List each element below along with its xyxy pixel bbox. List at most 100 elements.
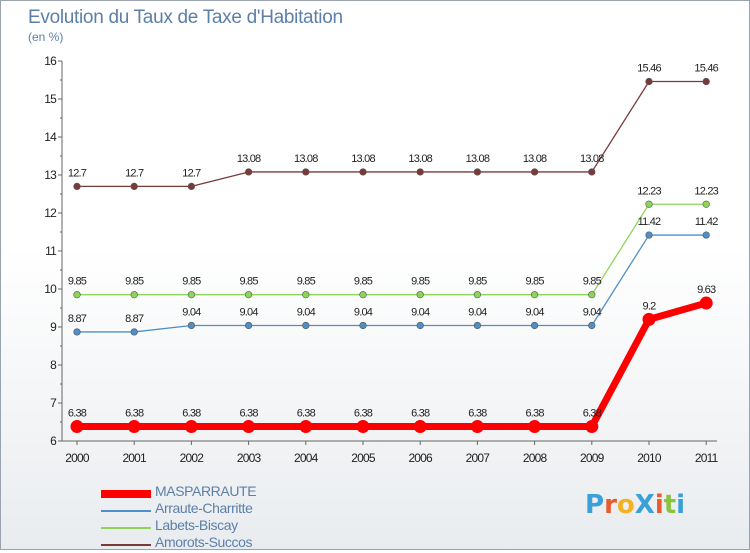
data-point — [245, 291, 253, 299]
legend-label: MASPARRAUTE — [155, 483, 257, 499]
legend-swatch — [101, 510, 151, 512]
data-label: 9.04 — [411, 306, 430, 318]
chart-title: Evolution du Taux de Taxe d'Habitation — [28, 7, 343, 28]
logo-letter: o — [616, 490, 635, 520]
data-point — [585, 420, 599, 434]
data-label: 11.42 — [638, 216, 661, 228]
data-point — [588, 291, 596, 299]
data-label: 9.85 — [125, 276, 144, 288]
legend-label: Arraute-Charritte — [155, 500, 253, 516]
legend-label: Labets-Biscay — [155, 517, 238, 533]
data-label: 9.63 — [697, 284, 716, 296]
data-label: 9.04 — [525, 306, 544, 318]
data-label: 6.38 — [468, 408, 487, 420]
legend-label: Amorots-Succos — [155, 534, 253, 550]
series-line — [73, 299, 710, 431]
data-point — [187, 182, 195, 190]
legend-item: Labets-Biscay — [101, 517, 351, 536]
data-point — [70, 420, 84, 434]
data-point — [130, 328, 138, 336]
y-tick-label: 12 — [44, 206, 57, 220]
data-point — [130, 182, 138, 190]
data-point — [699, 296, 713, 310]
x-tick-label: 2002 — [180, 451, 205, 465]
axes: 6 7 8 9 10 11 12 13 14 15 16 2000 2001 2002 2003 2004 20… — [44, 54, 719, 465]
data-point — [73, 328, 81, 336]
data-label: 9.85 — [411, 276, 430, 288]
data-label: 9.04 — [239, 306, 258, 318]
series-line — [76, 234, 707, 333]
data-label: 15.46 — [637, 63, 661, 75]
data-label: 6.38 — [525, 408, 544, 420]
data-label: 9.2 — [643, 300, 657, 312]
data-label: 11.42 — [695, 216, 718, 228]
y-tick-label: 16 — [44, 54, 57, 68]
data-point — [73, 182, 81, 190]
data-label: 9.04 — [354, 306, 373, 318]
legend-item: MASPARRAUTE — [101, 483, 351, 502]
x-tick-label: 2001 — [122, 451, 147, 465]
data-point — [359, 321, 367, 330]
data-point — [130, 291, 138, 299]
data-label: 9.85 — [468, 276, 487, 288]
x-tick-label: 2008 — [523, 451, 548, 465]
data-point — [416, 291, 424, 299]
data-point — [245, 321, 253, 330]
data-point — [416, 321, 424, 330]
proxiti-logo: ProXiti — [585, 490, 685, 520]
y-tick-label: 7 — [50, 396, 57, 410]
data-label: 13.08 — [580, 153, 604, 165]
legend: MASPARRAUTE Arraute-Charritte Labets-Bisca… — [101, 483, 351, 553]
x-tick-label: 2010 — [637, 451, 662, 465]
data-point — [642, 312, 656, 326]
data-point — [245, 168, 253, 176]
data-point — [73, 291, 81, 299]
legend-item: Amorots-Succos — [101, 534, 351, 553]
y-tick-label: 10 — [44, 282, 57, 296]
data-point — [530, 291, 539, 299]
data-point — [530, 168, 539, 176]
chart-subtitle: (en %) — [28, 30, 64, 44]
logo-letter: i — [654, 490, 664, 520]
y-tick-label: 13 — [44, 168, 57, 182]
data-label: 9.85 — [583, 276, 602, 288]
data-label: 9.85 — [297, 276, 316, 288]
series-line — [76, 80, 707, 188]
data-point — [416, 168, 424, 176]
data-label: 9.04 — [583, 306, 602, 318]
legend-item: Arraute-Charritte — [101, 500, 351, 519]
y-tick-label: 8 — [50, 358, 57, 372]
data-label: 13.08 — [351, 153, 375, 165]
logo-letter: X — [634, 490, 655, 520]
data-label: 6.38 — [239, 408, 258, 420]
data-point — [645, 77, 653, 86]
data-point — [187, 291, 195, 299]
data-point — [127, 420, 141, 434]
series-labets-biscay: 9.85 9.85 9.85 9.85 9.85 9.85 9.85 9.85 9.85 9.85… — [68, 185, 719, 299]
data-label: 9.85 — [354, 276, 373, 288]
y-tick-label: 15 — [44, 92, 57, 106]
y-tick-label: 14 — [44, 130, 57, 144]
data-point — [588, 321, 596, 330]
data-label: 15.46 — [694, 63, 718, 75]
data-point — [702, 231, 710, 239]
data-label: 6.38 — [182, 408, 201, 420]
data-label: 6.38 — [583, 408, 602, 420]
data-label: 9.04 — [468, 306, 487, 318]
data-label: 6.38 — [68, 408, 87, 420]
data-label: 13.08 — [466, 153, 490, 165]
data-point — [356, 420, 370, 434]
data-point — [588, 168, 596, 176]
data-point — [299, 420, 313, 434]
data-label: 12.7 — [68, 167, 87, 179]
logo-letter: t — [663, 490, 677, 520]
data-point — [473, 291, 482, 299]
series-amorots-succos: 12.7 12.7 12.7 13.08 13.08 13.08 13.08 13.08 13.… — [68, 63, 719, 190]
data-label: 9.85 — [525, 276, 544, 288]
data-point — [645, 200, 653, 208]
data-label: 9.85 — [182, 276, 201, 288]
data-label: 12.7 — [125, 167, 144, 179]
x-tick-label: 2006 — [408, 451, 433, 465]
